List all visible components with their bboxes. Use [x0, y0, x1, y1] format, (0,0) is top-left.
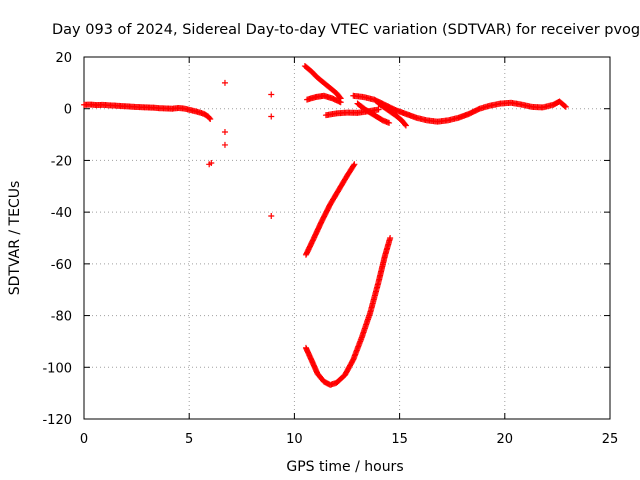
series-dip-arc [302, 235, 394, 388]
x-tick-label: 5 [185, 432, 193, 447]
data-point-marker [337, 99, 344, 106]
data-point-marker [402, 122, 409, 129]
data-point-marker [221, 128, 228, 135]
axis-ticks [83, 56, 611, 420]
series-arc-f [375, 100, 409, 129]
data-point-marker [221, 79, 228, 86]
x-axis-label: GPS time / hours [286, 459, 403, 475]
x-tick-label: 15 [391, 432, 408, 447]
x-tick-label: 20 [497, 432, 514, 447]
y-tick-label: -120 [42, 413, 72, 428]
x-tick-label: 10 [286, 432, 303, 447]
data-point-marker [221, 141, 228, 148]
axis-tick-labels: 0 5 10 15 20 25 20 0 -20 -40 -60 -80 -100 -120 [42, 51, 618, 447]
data-point-marker [562, 103, 569, 110]
data-point-marker [268, 113, 275, 120]
data-point-marker [375, 106, 382, 113]
series-arc-b [304, 92, 344, 106]
data-point-marker [561, 102, 568, 109]
y-tick-label: 20 [55, 51, 72, 66]
y-tick-label: -80 [51, 310, 72, 325]
series-rising-arc-1 [302, 161, 358, 258]
y-axis-label: SDTVAR / TECUs [7, 181, 23, 296]
data-point-marker [350, 162, 357, 169]
chart-title: Day 093 of 2024, Sidereal Day-to-day VTE… [52, 22, 640, 38]
data-point-marker [208, 160, 215, 167]
data-point-marker [351, 161, 358, 168]
y-tick-label: -40 [51, 206, 72, 221]
y-tick-label: 0 [64, 103, 72, 118]
data-point-marker [386, 119, 393, 126]
series-arc-e [354, 100, 393, 126]
data-point-marker [268, 213, 275, 220]
series-arc-a [301, 63, 344, 102]
x-tick-label: 0 [80, 432, 88, 447]
plot-frame [83, 56, 611, 420]
y-tick-label: -60 [51, 258, 72, 273]
data-point-marker [206, 115, 213, 122]
series-arc-d [350, 92, 569, 125]
x-tick-label: 25 [602, 432, 619, 447]
data-point-marker [402, 121, 409, 128]
data-marks [81, 63, 569, 388]
y-tick-label: -20 [51, 154, 72, 169]
y-tick-label: -100 [42, 361, 72, 376]
data-point-marker [387, 235, 394, 241]
series-outliers [206, 79, 275, 220]
data-point-marker [268, 91, 275, 98]
series-early-arc [81, 101, 214, 123]
data-point-marker [207, 116, 214, 123]
